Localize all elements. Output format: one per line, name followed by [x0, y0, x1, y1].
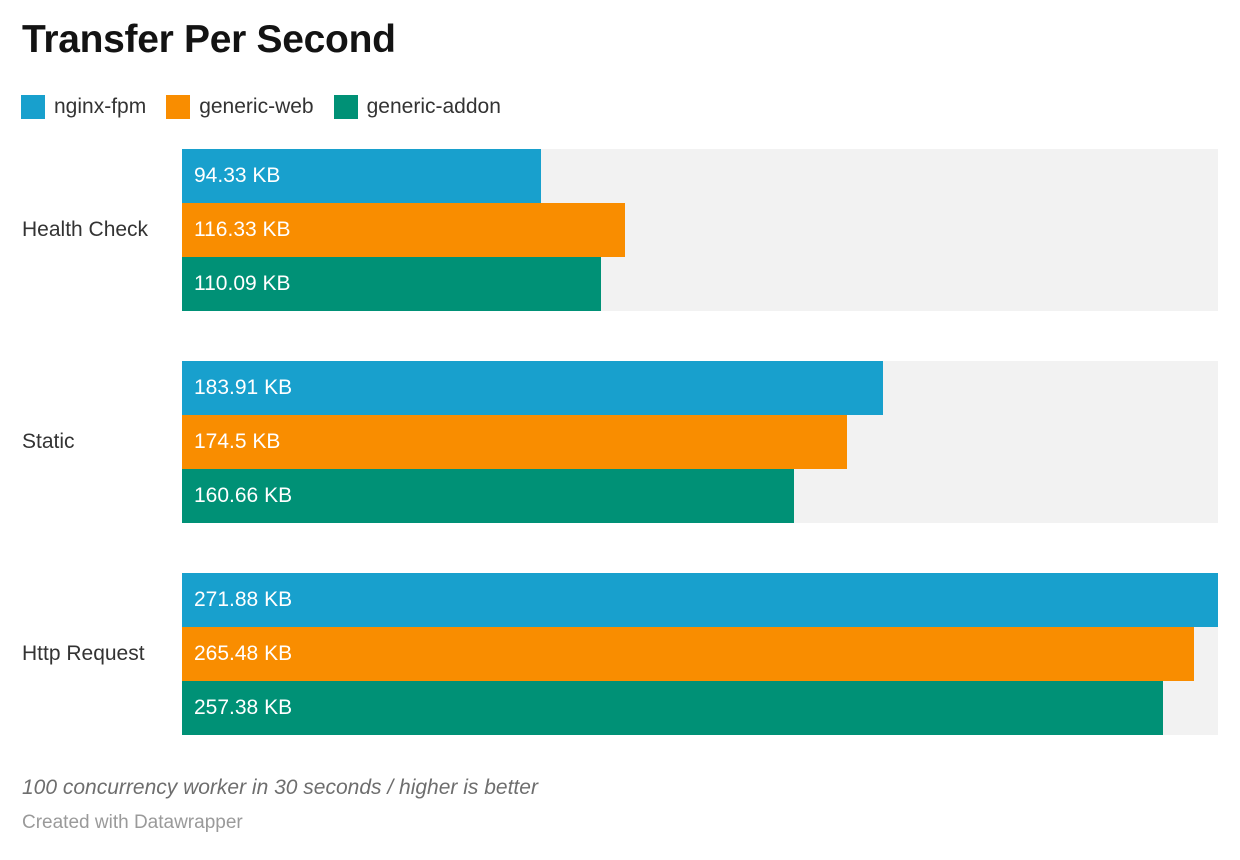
- bar-nginx-fpm-static: 183.91 KB: [182, 361, 883, 415]
- bar-track: 94.33 KB: [182, 149, 1218, 203]
- bar-track: 183.91 KB: [182, 361, 1218, 415]
- bar-value-label: 183.91 KB: [194, 376, 293, 399]
- legend-item-generic-addon: generic-addon: [333, 95, 501, 119]
- category-label-static: Static: [22, 430, 75, 453]
- bar-group-bars: 94.33 KB 116.33 KB 110.09 KB: [182, 149, 1218, 311]
- bar-value-label: 257.38 KB: [194, 696, 293, 719]
- legend-swatch-nginx-fpm: [21, 95, 45, 119]
- bar-track: 110.09 KB: [182, 257, 1218, 311]
- bar-value-label: 174.5 KB: [194, 430, 281, 453]
- bar-track: 160.66 KB: [182, 469, 1218, 523]
- legend-item-generic-web: generic-web: [166, 95, 314, 119]
- bar-value-label: 110.09 KB: [194, 272, 291, 295]
- legend: nginx-fpm generic-web generic-addon: [21, 95, 521, 119]
- bar-generic-addon-health-check: 110.09 KB: [182, 257, 602, 311]
- datawrapper-attribution-link[interactable]: Created with Datawrapper: [22, 812, 243, 833]
- bar-value-label: 94.33 KB: [194, 164, 281, 187]
- legend-label-nginx-fpm: nginx-fpm: [54, 95, 147, 118]
- bar-track: 271.88 KB: [182, 573, 1218, 627]
- bar-generic-addon-http-request: 257.38 KB: [182, 681, 1163, 735]
- category-label-health-check: Health Check: [22, 218, 149, 241]
- legend-swatch-generic-web: [166, 95, 191, 119]
- footnote: 100 concurrency worker in 30 seconds / h…: [22, 776, 538, 799]
- bar-track: 174.5 KB: [182, 415, 1218, 469]
- bar-group-health-check: Health Check 94.33 KB 116.33 KB 110.09 K…: [0, 149, 1218, 311]
- bar-generic-web-static: 174.5 KB: [182, 415, 847, 469]
- bar-generic-web-http-request: 265.48 KB: [182, 627, 1194, 681]
- bar-value-label: 160.66 KB: [194, 484, 293, 507]
- bar-group-http-request: Http Request 271.88 KB 265.48 KB 257.38 …: [0, 573, 1218, 735]
- category-label-http-request: Http Request: [22, 642, 145, 665]
- legend-item-nginx-fpm: nginx-fpm: [21, 95, 146, 119]
- bar-group-bars: 183.91 KB 174.5 KB 160.66 KB: [182, 361, 1218, 523]
- bar-track: 265.48 KB: [182, 627, 1218, 681]
- bar-generic-web-health-check: 116.33 KB: [182, 203, 626, 257]
- bar-group-bars: 271.88 KB 265.48 KB 257.38 KB: [182, 573, 1218, 735]
- legend-label-generic-web: generic-web: [199, 95, 314, 118]
- bar-generic-addon-static: 160.66 KB: [182, 469, 795, 523]
- bar-nginx-fpm-http-request: 271.88 KB: [182, 573, 1218, 627]
- bar-group-static: Static 183.91 KB 174.5 KB 160.66 KB: [0, 361, 1218, 523]
- legend-swatch-generic-addon: [333, 95, 358, 119]
- bar-value-label: 265.48 KB: [194, 642, 293, 665]
- legend-label-generic-addon: generic-addon: [366, 95, 501, 118]
- bar-track: 257.38 KB: [182, 681, 1218, 735]
- bar-chart: Health Check 94.33 KB 116.33 KB 110.09 K…: [0, 149, 1218, 735]
- chart-title: Transfer Per Second: [22, 18, 396, 61]
- bar-value-label: 116.33 KB: [194, 218, 291, 241]
- bar-track: 116.33 KB: [182, 203, 1218, 257]
- bar-nginx-fpm-health-check: 94.33 KB: [182, 149, 542, 203]
- bar-value-label: 271.88 KB: [194, 588, 293, 611]
